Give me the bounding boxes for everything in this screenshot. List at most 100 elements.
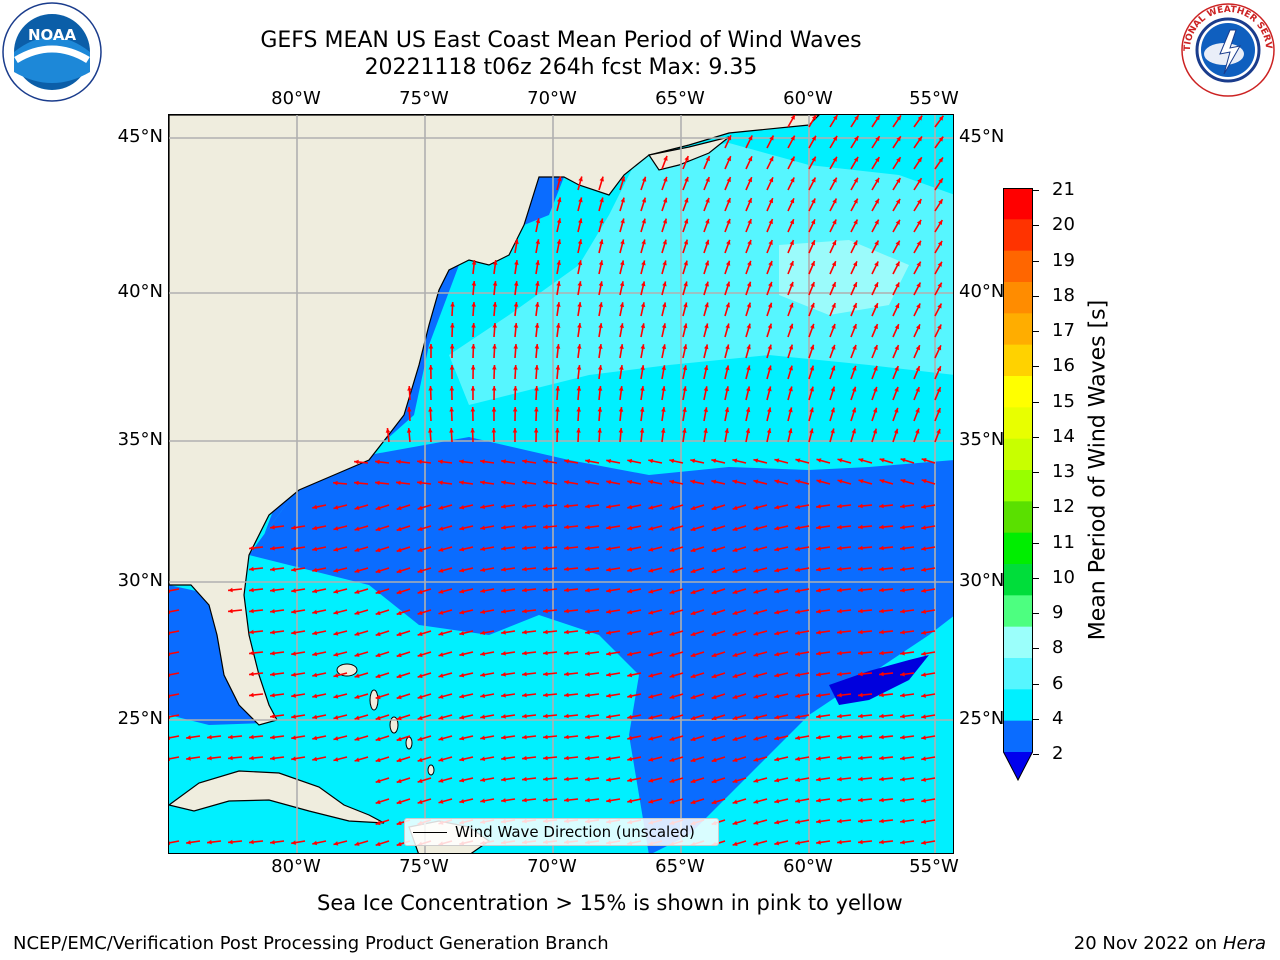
wave-direction-arrowhead [921,672,926,677]
wave-direction-arrowhead [396,736,402,742]
wave-direction-arrowhead [641,218,646,224]
wave-direction-arrowhead [900,458,906,463]
wave-direction-arrowhead [816,588,821,593]
map-panel [168,114,954,854]
wave-direction-arrowhead [816,525,821,530]
wave-direction-arrowhead [747,219,752,225]
wave-direction-arrowhead [711,652,717,658]
wave-direction-arrowhead [768,240,773,246]
wave-direction-arrowhead [858,524,863,530]
wave-direction-arrowhead [937,261,942,267]
wave-direction-arrowhead [512,407,518,412]
wave-direction-arrowhead [597,386,603,391]
colorbar-tick-label: 14 [1052,425,1075,447]
wave-direction-arrowhead [858,587,863,593]
wave-direction-arrowhead [810,240,815,246]
wave-direction-arrowhead [407,386,412,391]
wave-direction-arrowhead [816,630,821,635]
wave-direction-arrowhead [936,366,941,372]
wave-direction-arrowhead [669,458,675,464]
wave-direction-arrowhead [732,526,738,531]
wave-direction-arrowhead [501,546,506,551]
wave-direction-arrowhead [894,366,899,372]
wave-direction-arrowhead [557,197,562,203]
wave-direction-arrowhead [915,407,920,413]
colorbar-tick-mark [1033,401,1039,403]
wave-direction-arrowhead [753,715,759,720]
wave-direction-arrowhead [711,673,717,679]
wave-direction-arrowhead [774,588,780,594]
wave-direction-arrowhead [492,365,497,370]
wave-direction-arrowhead [879,545,884,551]
colorbar-tick-label: 21 [1052,179,1075,200]
wave-direction-arrowhead [895,198,901,204]
wave-direction-arrowhead [169,630,171,636]
wave-direction-arrowhead [732,820,738,825]
wave-direction-arrowhead [564,692,569,698]
wave-direction-arrowhead [354,652,360,657]
wave-direction-arrowhead [619,365,624,370]
wave-direction-arrowhead [459,609,465,615]
wave-direction-arrowhead [900,630,905,635]
wave-direction-arrowhead [619,302,625,308]
wave-direction-arrowhead [640,365,645,370]
chart-subtitle: 20221118 t06z 264h fcst Max: 9.35 [364,55,758,80]
wave-direction-arrow [169,714,180,718]
wave-direction-arrowhead [375,459,380,465]
wave-direction-arrowhead [501,567,506,572]
wave-direction-arrowhead [375,673,381,679]
wave-direction-arrowhead [470,428,475,433]
wave-direction-arrowhead [916,303,921,309]
wave-direction-arrowhead [852,324,857,330]
wave-direction-arrowhead [438,459,443,464]
wave-direction-arrowhead [564,629,569,635]
wave-direction-arrowhead [501,525,506,530]
wave-direction-arrowhead [879,503,884,509]
wave-direction-arrowhead [690,610,696,616]
wave-direction-arrowhead [795,525,801,530]
wave-direction-arrowhead [732,841,738,846]
wave-direction-arrowhead [501,588,506,593]
wave-direction-arrowhead [853,261,858,267]
colorbar-tick-label: 2 [1052,743,1064,764]
colorbar-segment [1003,470,1033,502]
wave-direction-arrowhead [748,135,753,141]
wave-direction-arrowhead [873,365,878,371]
wave-direction-arrowhead [514,260,519,265]
wave-direction-arrowhead [900,693,905,698]
wave-direction-arrowhead [795,609,801,614]
wave-direction-arrowhead [249,629,254,635]
lon-label-bottom-55w: 55°W [909,856,959,877]
wave-direction-arrowhead [640,323,646,329]
wave-direction-arrowhead [879,524,884,530]
wave-direction-arrowhead [832,240,837,246]
wave-direction-arrowhead [711,547,717,553]
wave-direction-arrow [169,672,180,676]
wave-direction-arrowhead [938,136,944,142]
wave-direction-arrowhead [767,365,772,371]
wave-direction-arrowhead [732,652,738,657]
wave-direction-arrowhead [396,799,402,805]
wave-direction-arrowhead [746,386,751,392]
wave-direction-arrowhead [916,240,921,246]
wave-direction-arrowhead [896,115,901,121]
wave-direction-arrowhead [875,136,880,142]
wave-direction-arrowhead [270,629,275,635]
wave-direction-arrowhead [396,841,402,847]
wave-direction-arrowhead [788,323,794,329]
colorbar-tick-label: 13 [1052,461,1075,482]
lat-label-left-25n: 25°N [117,708,163,729]
wave-direction-arrowhead [375,820,381,826]
wave-direction-arrowhead [831,344,836,350]
wave-direction-arrowhead [837,587,842,593]
wave-direction-arrowhead [640,302,646,308]
wave-direction-arrowhead [417,459,422,465]
wave-direction-arrowhead [228,734,233,740]
wave-direction-arrowhead [438,480,443,485]
colorbar-tick-mark [1033,295,1039,297]
wave-direction-arrowhead [396,505,402,511]
wave-direction-arrowhead [407,407,412,412]
wave-direction-arrowhead [711,778,717,784]
wave-direction-arrowhead [459,651,465,657]
wave-direction-arrowhead [879,776,884,782]
